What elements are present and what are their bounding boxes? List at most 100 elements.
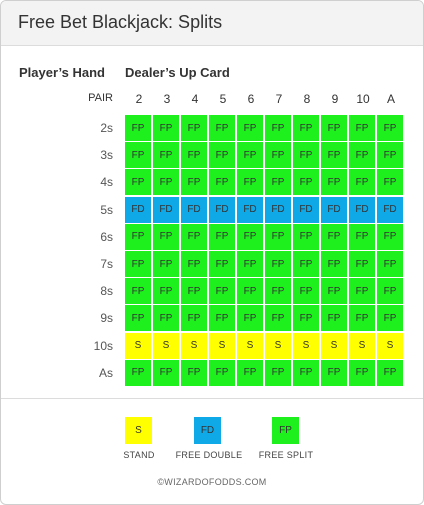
header-bar: Free Bet Blackjack: Splits (1, 1, 423, 46)
strategy-cell: FP (349, 305, 375, 332)
strategy-cell: FP (181, 142, 207, 169)
strategy-cell: FP (377, 251, 403, 277)
strategy-cell: FP (209, 305, 235, 332)
dealer-card-header: 7 (275, 92, 283, 106)
dealer-card-header: 8 (303, 92, 311, 106)
strategy-cell: FP (377, 169, 403, 196)
strategy-cell: FP (237, 251, 263, 277)
dealer-card-header: 10 (356, 92, 370, 106)
pair-row-label: 10s (93, 338, 113, 353)
strategy-cell: FD (377, 196, 403, 223)
strategy-cell: FP (321, 223, 347, 250)
strategy-cell: FP (265, 223, 291, 250)
strategy-cell: FP (293, 278, 319, 305)
strategy-cell: FP (181, 251, 207, 277)
pair-row-label: 6s (100, 229, 113, 244)
strategy-cell: FD (321, 196, 347, 223)
strategy-cell: FP (321, 305, 347, 332)
strategy-cell: FP (209, 278, 235, 305)
strategy-cell: FP (237, 359, 263, 386)
legend-label-s: STAND (123, 450, 155, 460)
pair-row-label: As (98, 365, 113, 380)
strategy-cell: FP (321, 142, 347, 169)
strategy-cell: FD (125, 196, 151, 223)
legend-label-fp: FREE SPLIT (258, 450, 314, 460)
strategy-cell: FP (153, 278, 179, 305)
strategy-cell: S (321, 332, 347, 359)
strategy-cell: FP (349, 142, 375, 169)
strategy-cell: S (209, 332, 235, 359)
strategy-cell: FP (125, 169, 151, 196)
strategy-cell: FP (265, 142, 291, 169)
strategy-cell: FD (181, 196, 207, 223)
strategy-cell: FP (293, 305, 319, 332)
strategy-cell: FP (209, 251, 235, 277)
pair-row-label: 2s (100, 121, 113, 135)
strategy-cell: FP (237, 305, 263, 332)
strategy-cell: FP (293, 169, 319, 196)
strategy-cell: FP (265, 305, 291, 332)
dealer-card-header: 4 (191, 92, 199, 106)
strategy-cell: FP (293, 251, 319, 277)
strategy-cell: FP (321, 169, 347, 196)
strategy-cell: FP (349, 115, 375, 141)
strategy-cell: FP (125, 251, 151, 277)
strategy-cell: FP (125, 305, 151, 332)
strategy-cell: FD (293, 196, 319, 223)
strategy-cell: FP (209, 359, 235, 386)
strategy-cell: S (153, 332, 179, 359)
strategy-cell: FP (237, 115, 263, 141)
strategy-cell: FD (153, 196, 179, 223)
copyright-text: ©WIZARDOFODDS.COM (157, 477, 267, 487)
strategy-cell: FD (265, 196, 291, 223)
strategy-cell: S (237, 332, 263, 359)
players-hand-label: Player’s Hand (19, 65, 105, 80)
pair-row-label: 9s (100, 311, 113, 326)
strategy-cell: FP (377, 142, 403, 169)
dealer-card-header: 6 (247, 92, 255, 106)
strategy-cell: FP (265, 115, 291, 141)
strategy-cell: FD (237, 196, 263, 223)
strategy-cell: FP (125, 115, 151, 141)
strategy-cell: FP (349, 278, 375, 305)
strategy-cell: FP (293, 223, 319, 250)
strategy-cell: FP (181, 115, 207, 141)
legend-label-fd: FREE DOUBLE (175, 450, 243, 460)
strategy-cell: FP (321, 359, 347, 386)
dealer-card-header: 9 (331, 92, 339, 106)
strategy-cell: FP (181, 305, 207, 332)
strategy-cell: FP (125, 142, 151, 169)
strategy-cell: FP (153, 305, 179, 332)
strategy-cell: FP (377, 223, 403, 250)
divider (1, 398, 423, 399)
strategy-cell: FP (153, 169, 179, 196)
strategy-cell: FP (377, 115, 403, 141)
dealer-card-header: 2 (135, 92, 143, 106)
strategy-cell: FP (209, 169, 235, 196)
strategy-cell: FP (349, 251, 375, 277)
strategy-cell: FP (153, 251, 179, 277)
strategy-cell: FP (293, 115, 319, 141)
strategy-cell: FP (321, 251, 347, 277)
dealer-card-header: 3 (163, 92, 171, 106)
strategy-cell: FP (377, 305, 403, 332)
strategy-cell: FP (321, 115, 347, 141)
strategy-cell: FP (349, 223, 375, 250)
strategy-cell: FP (181, 169, 207, 196)
legend-swatch-fd: FD (194, 417, 221, 444)
strategy-cell: FP (377, 278, 403, 305)
pair-row-label: 5s (100, 202, 113, 217)
strategy-cell: FP (265, 278, 291, 305)
strategy-cell: FP (153, 359, 179, 386)
dealer-card-header: A (386, 92, 395, 106)
strategy-cell: S (349, 332, 375, 359)
strategy-cell: FP (237, 278, 263, 305)
legend-swatch-fp: FP (272, 417, 299, 444)
strategy-cell: S (125, 332, 151, 359)
page-title: Free Bet Blackjack: Splits (18, 12, 223, 32)
strategy-cell: FD (209, 196, 235, 223)
strategy-cell: FP (181, 278, 207, 305)
strategy-cell: FP (125, 359, 151, 386)
strategy-cell: FP (209, 223, 235, 250)
